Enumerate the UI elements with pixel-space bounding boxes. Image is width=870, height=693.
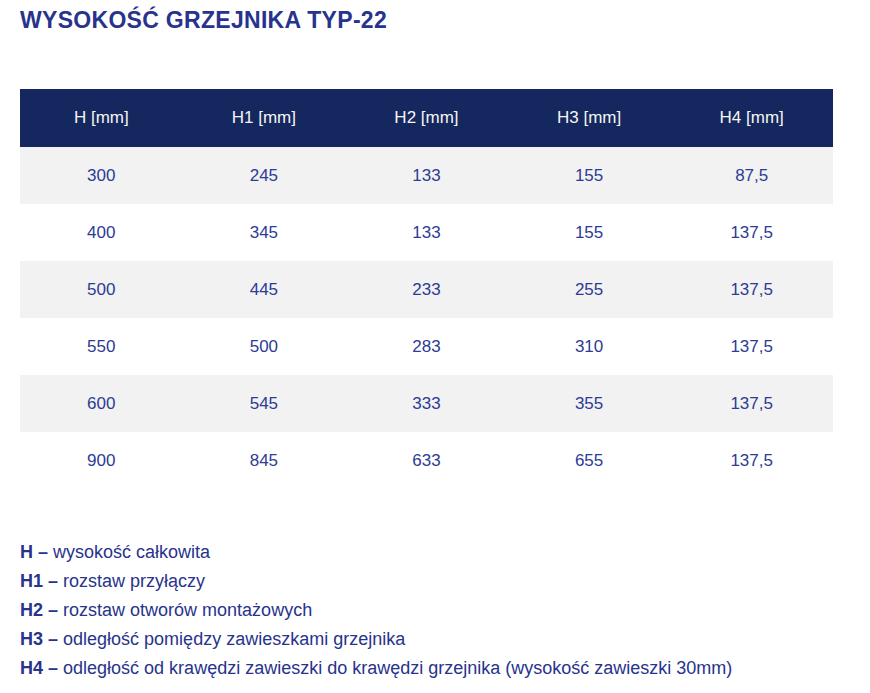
legend-line: H4 – odległość od krawędzi zawieszki do … (20, 654, 732, 683)
column-header: H [mm] (20, 89, 183, 147)
legend-label: H3 – (20, 629, 58, 649)
table-cell: 233 (345, 261, 508, 318)
table-cell: 550 (20, 318, 183, 375)
table-row: 30024513315587,5 (20, 147, 833, 204)
table-cell: 133 (345, 147, 508, 204)
table-cell: 137,5 (670, 432, 833, 489)
column-header: H2 [mm] (345, 89, 508, 147)
legend-label: H4 – (20, 658, 58, 678)
table-row: 600545333355137,5 (20, 375, 833, 432)
column-header: H1 [mm] (183, 89, 346, 147)
column-header: H4 [mm] (670, 89, 833, 147)
legend-text: rozstaw otworów montażowych (63, 600, 312, 620)
legend-line: H1 – rozstaw przyłączy (20, 567, 732, 596)
table-cell: 345 (183, 204, 346, 261)
dimensions-table: H [mm]H1 [mm]H2 [mm]H3 [mm]H4 [mm] 30024… (20, 89, 833, 489)
table-cell: 245 (183, 147, 346, 204)
table-cell: 283 (345, 318, 508, 375)
table-cell: 633 (345, 432, 508, 489)
table-row: 550500283310137,5 (20, 318, 833, 375)
table-cell: 155 (508, 204, 671, 261)
table-row: 900845633655137,5 (20, 432, 833, 489)
table-cell: 87,5 (670, 147, 833, 204)
table-cell: 137,5 (670, 375, 833, 432)
legend-line: H2 – rozstaw otworów montażowych (20, 596, 732, 625)
table-cell: 333 (345, 375, 508, 432)
table-cell: 133 (345, 204, 508, 261)
table-cell: 655 (508, 432, 671, 489)
table-cell: 500 (183, 318, 346, 375)
legend-label: H2 – (20, 600, 58, 620)
table-cell: 445 (183, 261, 346, 318)
table-cell: 545 (183, 375, 346, 432)
table-cell: 500 (20, 261, 183, 318)
table-cell: 900 (20, 432, 183, 489)
legend-label: H – (20, 542, 48, 562)
table-header-row: H [mm]H1 [mm]H2 [mm]H3 [mm]H4 [mm] (20, 89, 833, 147)
legend-label: H1 – (20, 571, 58, 591)
legend: H – wysokość całkowitaH1 – rozstaw przył… (20, 538, 732, 683)
table-cell: 137,5 (670, 261, 833, 318)
table-cell: 137,5 (670, 318, 833, 375)
table-row: 400345133155137,5 (20, 204, 833, 261)
legend-text: odległość od krawędzi zawieszki do krawę… (63, 658, 732, 678)
table-cell: 310 (508, 318, 671, 375)
legend-text: rozstaw przyłączy (63, 571, 205, 591)
page-title: WYSOKOŚĆ GRZEJNIKA TYP-22 (20, 7, 387, 34)
table-cell: 400 (20, 204, 183, 261)
table-cell: 300 (20, 147, 183, 204)
legend-line: H3 – odległość pomiędzy zawieszkami grze… (20, 625, 732, 654)
legend-text: wysokość całkowita (53, 542, 210, 562)
column-header: H3 [mm] (508, 89, 671, 147)
table-cell: 255 (508, 261, 671, 318)
table-cell: 845 (183, 432, 346, 489)
table-cell: 155 (508, 147, 671, 204)
table-cell: 137,5 (670, 204, 833, 261)
legend-line: H – wysokość całkowita (20, 538, 732, 567)
legend-text: odległość pomiędzy zawieszkami grzejnika (63, 629, 405, 649)
table-cell: 600 (20, 375, 183, 432)
table-header: H [mm]H1 [mm]H2 [mm]H3 [mm]H4 [mm] (20, 89, 833, 147)
table-row: 500445233255137,5 (20, 261, 833, 318)
table-body: 30024513315587,5400345133155137,55004452… (20, 147, 833, 489)
table-cell: 355 (508, 375, 671, 432)
